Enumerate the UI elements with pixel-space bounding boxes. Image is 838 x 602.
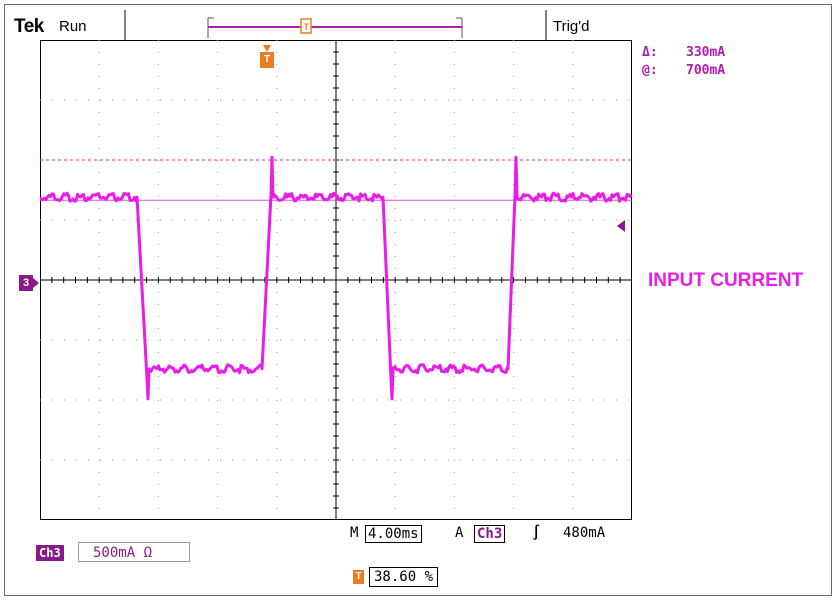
delta-value: 330mA	[686, 45, 726, 60]
delta-label: Δ:	[642, 45, 658, 60]
at-label: @:	[642, 63, 658, 78]
signal-label: INPUT CURRENT	[648, 270, 804, 291]
input-current-trace	[40, 155, 632, 401]
timebase-value[interactable]: 4.00ms	[365, 525, 422, 543]
trigger-source[interactable]: Ch3	[474, 525, 506, 543]
scope-frame	[4, 4, 832, 596]
trigger-level: 480mA	[563, 525, 606, 541]
channel-3-ground-icon[interactable]: 3	[19, 275, 39, 291]
trigger-mode: A	[455, 525, 464, 541]
svg-text:T: T	[304, 22, 310, 32]
brand-logo: Tek	[14, 16, 44, 37]
horizontal-position-icon: T	[353, 570, 364, 584]
waveform-display[interactable]	[40, 40, 632, 520]
channel-scale[interactable]: 500mA Ω	[78, 542, 190, 562]
graticule-grid	[40, 40, 632, 520]
at-value: 700mA	[686, 63, 726, 78]
trigger-position-icon[interactable]: T	[260, 45, 274, 68]
timebase-prefix: M	[350, 525, 359, 541]
graticule-bottom	[40, 519, 632, 520]
horizontal-position-value[interactable]: 38.60 %	[369, 567, 439, 587]
trigger-status: Trig'd	[553, 18, 590, 35]
cursor-readout: Δ: 330mA @: 700mA	[642, 44, 725, 80]
waveform-path	[40, 155, 632, 401]
trigger-level-icon[interactable]	[617, 220, 625, 232]
channel-3-badge[interactable]: Ch3	[36, 545, 64, 561]
slope-icon: ∫	[532, 525, 541, 541]
run-status: Run	[59, 18, 87, 35]
record-bar: T	[124, 10, 547, 40]
